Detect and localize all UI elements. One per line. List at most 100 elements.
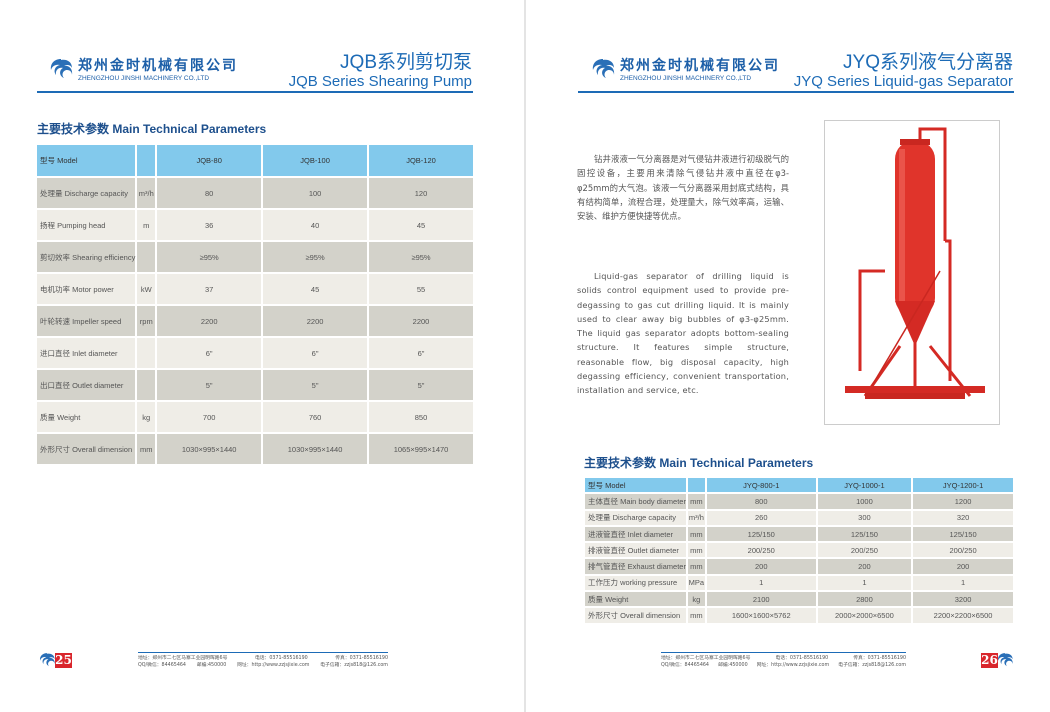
- value-cell: 5": [157, 370, 262, 400]
- value-cell: 125/150: [817, 526, 912, 542]
- param-label: 外形尺寸 Overall dimension: [37, 434, 136, 464]
- param-label: 排液管直径 Outlet diameter: [585, 543, 686, 558]
- table-row: 进液管直径 Inlet diameter mm 125/150 125/150 125/…: [585, 526, 1013, 542]
- table-row: 进口直径 Inlet diameter 6" 6" 6": [37, 338, 473, 368]
- swirl-logo-icon: [592, 58, 615, 78]
- header-cell: [687, 478, 705, 493]
- value-cell: 2200: [263, 306, 368, 336]
- header-label: 型号 Model: [37, 145, 136, 176]
- value-cell: 850: [369, 402, 473, 432]
- value-cell: 260: [706, 510, 816, 525]
- value-cell: 2200: [157, 306, 262, 336]
- value-cell: 6": [369, 338, 473, 368]
- swirl-logo-icon: [997, 653, 1013, 667]
- value-cell: 45: [369, 210, 473, 240]
- unit-cell: m³/h: [687, 510, 705, 525]
- footer-contact: 地址：郑州市二七区马寨工业园明晖路6号 电话：0371-85516190 传真：03…: [661, 652, 906, 669]
- unit-cell: MPa: [687, 575, 705, 591]
- param-label: 进口直径 Inlet diameter: [37, 338, 136, 368]
- value-cell: 200/250: [913, 543, 1013, 558]
- table-row: 处理量 Discharge capacity m³/h 80 100 120: [37, 178, 473, 208]
- section-heading: 主要技术参数 Main Technical Parameters: [37, 122, 267, 136]
- value-cell: 800: [706, 494, 816, 509]
- param-label: 质量 Weight: [37, 402, 136, 432]
- separator-photo: [824, 120, 1000, 425]
- header-rule: [37, 91, 473, 93]
- page-title: JYQ系列液气分离器 JYQ Series Liquid-gas Separat…: [793, 52, 1013, 91]
- unit-cell: mm: [687, 608, 705, 623]
- param-label: 主体直径 Main body diameter: [585, 494, 686, 509]
- unit-cell: mm: [137, 434, 156, 464]
- header-rule: [578, 91, 1014, 93]
- table-row: 质量 Weight kg 2100 2800 3200: [585, 592, 1013, 607]
- value-cell: 6": [263, 338, 368, 368]
- table-row: 处理量 Discharge capacity m³/h 260 300 320: [585, 510, 1013, 525]
- param-label: 剪切效率 Shearing efficiency: [37, 242, 136, 272]
- value-cell: ≥95%: [157, 242, 262, 272]
- value-cell: 1: [706, 575, 816, 591]
- header-cell: JQB-80: [157, 145, 262, 176]
- value-cell: 1200: [913, 494, 1013, 509]
- param-label: 质量 Weight: [585, 592, 686, 607]
- value-cell: 125/150: [706, 526, 816, 542]
- header-label: 型号 Model: [585, 478, 686, 493]
- section-heading: 主要技术参数 Main Technical Parameters: [584, 456, 814, 470]
- value-cell: 36: [157, 210, 262, 240]
- footer-contact: 地址：郑州市二七区马寨工业园明晖路6号 电话：0371-85516190 传真：03…: [138, 652, 388, 669]
- table-row: 主体直径 Main body diameter mm 800 1000 1200: [585, 494, 1013, 509]
- table-row: 剪切效率 Shearing efficiency ≥95% ≥95% ≥95%: [37, 242, 473, 272]
- value-cell: ≥95%: [369, 242, 473, 272]
- unit-cell: m: [137, 210, 156, 240]
- value-cell: 1: [817, 575, 912, 591]
- value-cell: 80: [157, 178, 262, 208]
- value-cell: 300: [817, 510, 912, 525]
- swirl-logo-icon: [50, 58, 73, 78]
- param-label: 叶轮转速 Impeller speed: [37, 306, 136, 336]
- table-row: 外形尺寸 Overall dimension mm 1600×1600×5762 20…: [585, 608, 1013, 623]
- value-cell: 5": [263, 370, 368, 400]
- value-cell: 320: [913, 510, 1013, 525]
- param-label: 进液管直径 Inlet diameter: [585, 526, 686, 542]
- unit-cell: kg: [687, 592, 705, 607]
- header-cell: JQB-120: [369, 145, 473, 176]
- liquid-gas-separator-image: [845, 127, 985, 399]
- description-en: Liquid-gas separator of drilling liquid …: [577, 271, 789, 396]
- header-cell: JYQ-1000-1: [817, 478, 912, 493]
- value-cell: 55: [369, 274, 473, 304]
- value-cell: 1030×995×1440: [263, 434, 368, 464]
- description-cn: 钻井液液一气分离器是对气侵钻井液进行初级脱气的固控设备，主要用来清除气侵钻井液中…: [577, 154, 789, 222]
- jyq-parameters-table: 型号 Model JYQ-800-1 JYQ-1000-1 JYQ-1200-1 主体直…: [583, 476, 1015, 625]
- header-cell: JYQ-1200-1: [913, 478, 1013, 493]
- value-cell: 2000×2000×6500: [817, 608, 912, 623]
- unit-cell: mm: [687, 559, 705, 574]
- unit-cell: mm: [687, 494, 705, 509]
- value-cell: 760: [263, 402, 368, 432]
- value-cell: 2200: [369, 306, 473, 336]
- param-label: 外形尺寸 Overall dimension: [585, 608, 686, 623]
- unit-cell: kW: [137, 274, 156, 304]
- header-cell: JYQ-800-1: [706, 478, 816, 493]
- unit-cell: m³/h: [137, 178, 156, 208]
- swirl-logo-icon: [39, 653, 55, 667]
- value-cell: 120: [369, 178, 473, 208]
- unit-cell: kg: [137, 402, 156, 432]
- table-row: 排气管直径 Exhaust diameter mm 200 200 200: [585, 559, 1013, 574]
- table-row: 叶轮转速 Impeller speed rpm 2200 2200 2200: [37, 306, 473, 336]
- company-logo: 郑州金时机械有限公司 ZHENGZHOU JINSHI MACHINERY CO.…: [590, 55, 780, 82]
- footer-rule: [138, 652, 388, 653]
- table-row: 工作压力 working pressure MPa 1 1 1: [585, 575, 1013, 591]
- value-cell: 3200: [913, 592, 1013, 607]
- table-row: 出口直径 Outlet diameter 5" 5" 5": [37, 370, 473, 400]
- param-label: 电机功率 Motor power: [37, 274, 136, 304]
- unit-cell: [137, 242, 156, 272]
- page-number: 26: [981, 653, 998, 668]
- table-row: 电机功率 Motor power kW 37 45 55: [37, 274, 473, 304]
- value-cell: 2800: [817, 592, 912, 607]
- value-cell: 200: [817, 559, 912, 574]
- param-label: 处理量 Discharge capacity: [585, 510, 686, 525]
- value-cell: 700: [157, 402, 262, 432]
- value-cell: 1: [913, 575, 1013, 591]
- unit-cell: mm: [687, 526, 705, 542]
- table-row: 质量 Weight kg 700 760 850: [37, 402, 473, 432]
- value-cell: 1600×1600×5762: [706, 608, 816, 623]
